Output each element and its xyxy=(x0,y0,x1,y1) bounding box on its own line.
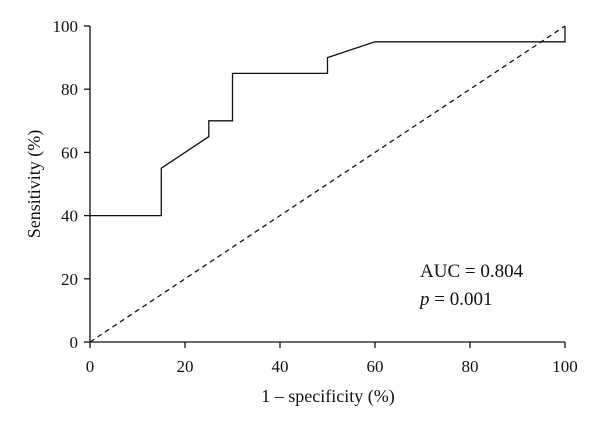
y-axis-title: Sensitivity (%) xyxy=(24,130,45,239)
roc-curve-line xyxy=(90,26,566,217)
x-tick-label: 40 xyxy=(272,357,289,376)
x-tick-label: 80 xyxy=(462,357,479,376)
x-tick-label: 0 xyxy=(86,357,95,376)
p-symbol: p xyxy=(418,289,430,310)
auc-annotation: AUC = 0.804 xyxy=(420,261,524,282)
y-tick-label: 60 xyxy=(61,143,78,162)
y-tick-label: 100 xyxy=(53,17,79,36)
x-tick-label: 100 xyxy=(552,357,578,376)
x-axis-title: 1 – specificity (%) xyxy=(261,386,394,407)
y-tick-label: 20 xyxy=(61,270,78,289)
y-tick-label: 0 xyxy=(70,333,79,352)
p-value-annotation: p = 0.001 xyxy=(418,289,492,310)
y-tick-label: 40 xyxy=(61,207,78,226)
plot-area xyxy=(89,25,566,343)
x-tick-label: 60 xyxy=(367,357,384,376)
y-axis: 0 20 40 60 80 100 xyxy=(53,17,91,352)
y-tick-label: 80 xyxy=(61,80,78,99)
x-axis: 0 20 40 60 80 100 xyxy=(86,341,578,376)
x-tick-label: 20 xyxy=(177,357,194,376)
p-value: = 0.001 xyxy=(430,289,493,310)
